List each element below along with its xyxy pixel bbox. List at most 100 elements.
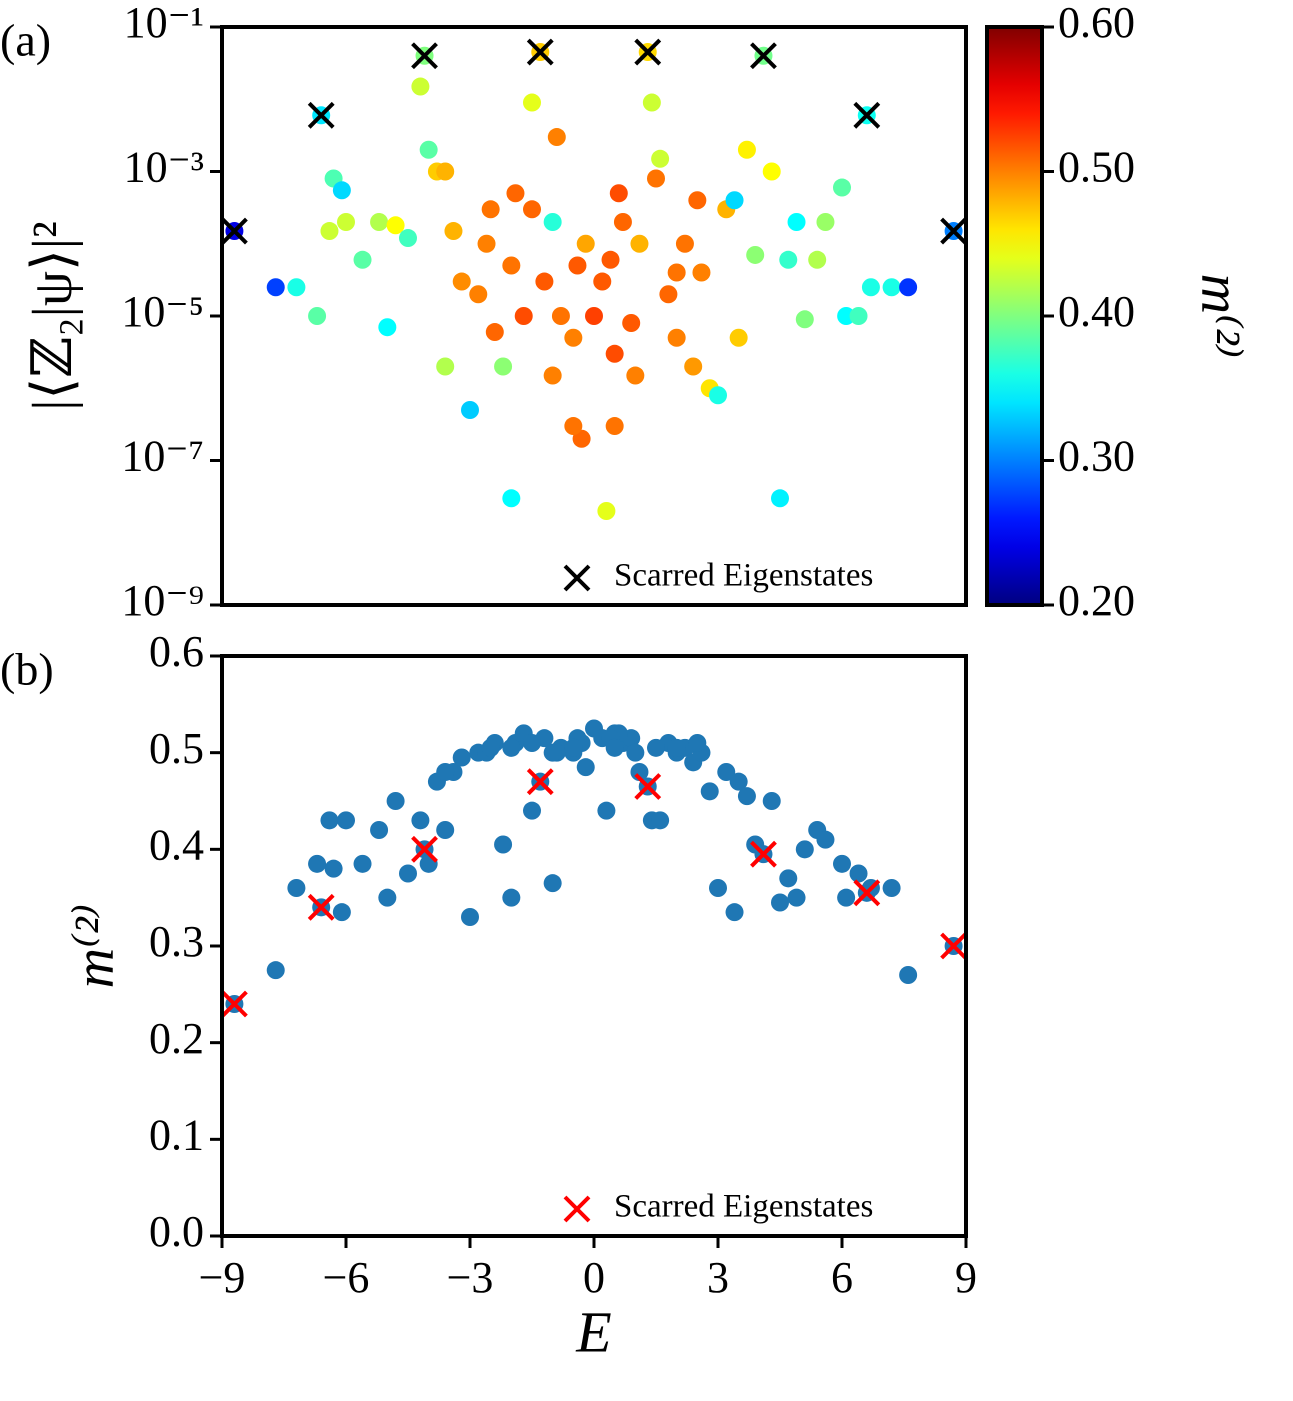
legend-marker (563, 1195, 591, 1223)
x-tick-label: 9 (955, 1253, 977, 1302)
y-tick-label: 10⁻³ (124, 143, 204, 192)
point (452, 748, 471, 767)
point (481, 200, 500, 219)
point (378, 888, 397, 907)
point (568, 256, 587, 275)
point (378, 318, 397, 337)
point (593, 272, 612, 291)
x-tick-label: −3 (447, 1253, 494, 1302)
point (386, 216, 405, 235)
legend-label: Scarred Eigenstates (614, 1189, 873, 1225)
point (787, 213, 806, 232)
colorbar-tick-label: 0.30 (1058, 432, 1135, 481)
scarred-marker (853, 101, 881, 129)
point (485, 323, 504, 342)
point (514, 307, 533, 325)
point (399, 229, 417, 248)
point (494, 835, 513, 854)
scarred-marker (526, 768, 554, 796)
scarred-marker (940, 217, 968, 245)
point (502, 738, 521, 757)
y-tick-label: 10⁻¹ (124, 0, 204, 47)
point (605, 344, 624, 363)
point (601, 250, 620, 269)
point (564, 417, 583, 436)
point (700, 782, 719, 801)
point (370, 213, 389, 232)
point (622, 314, 641, 333)
point (564, 738, 583, 757)
point (746, 245, 765, 264)
point (399, 864, 417, 883)
point (899, 278, 918, 297)
point (837, 307, 856, 325)
point (308, 307, 327, 325)
point (692, 263, 711, 282)
point (609, 184, 628, 203)
point (667, 328, 686, 347)
point (444, 222, 463, 241)
point (481, 738, 500, 757)
point (626, 743, 645, 762)
point (308, 854, 327, 873)
point (605, 417, 624, 436)
scarred-marker (750, 840, 777, 868)
x-tick-label: −9 (199, 1253, 246, 1302)
point (642, 93, 661, 112)
x-tick-label: 6 (831, 1253, 853, 1302)
point (576, 758, 595, 777)
plot-frame (220, 654, 968, 1238)
point (502, 489, 521, 508)
point (849, 864, 868, 883)
y-tick-label: 0.5 (149, 724, 204, 773)
point (795, 310, 814, 329)
point (659, 285, 678, 304)
point (651, 149, 670, 168)
point (477, 234, 496, 253)
colorbar-tick-label: 0.50 (1058, 143, 1135, 192)
point (833, 178, 851, 197)
colorbar-label: m⁽²⁾ (1189, 274, 1251, 359)
y-tick-label: 0.4 (149, 820, 204, 869)
point (816, 830, 835, 849)
y-tick-label: 0.6 (149, 627, 204, 676)
point (647, 738, 665, 757)
point (266, 961, 285, 980)
point (626, 366, 645, 385)
scarred-marker (307, 101, 335, 129)
point (605, 738, 624, 757)
point (737, 140, 756, 159)
point (411, 77, 430, 96)
point (762, 792, 781, 810)
point (861, 278, 880, 297)
point (833, 854, 851, 873)
point (667, 263, 686, 282)
point (795, 840, 814, 859)
panel-label: (b) (0, 644, 54, 695)
scarred-marker (853, 879, 881, 907)
y-tick-label: 0.0 (149, 1207, 204, 1256)
point (882, 278, 901, 297)
point (523, 200, 541, 219)
point (469, 285, 488, 304)
point (461, 400, 479, 419)
point (436, 821, 455, 839)
point (771, 489, 789, 508)
point (576, 234, 595, 253)
point (353, 854, 372, 873)
scarred-marker (634, 773, 662, 800)
y-tick-label: 10⁻⁷ (121, 432, 204, 481)
point (787, 888, 806, 907)
point (506, 184, 525, 203)
point (461, 908, 479, 926)
point (523, 93, 541, 112)
point (688, 191, 707, 210)
point (543, 366, 562, 385)
point (543, 213, 562, 232)
point (899, 966, 918, 984)
scarred-marker (940, 932, 968, 960)
point (779, 250, 798, 269)
point (436, 162, 455, 181)
point (779, 869, 798, 888)
y-axis-label: m⁽²⁾ (64, 904, 126, 989)
